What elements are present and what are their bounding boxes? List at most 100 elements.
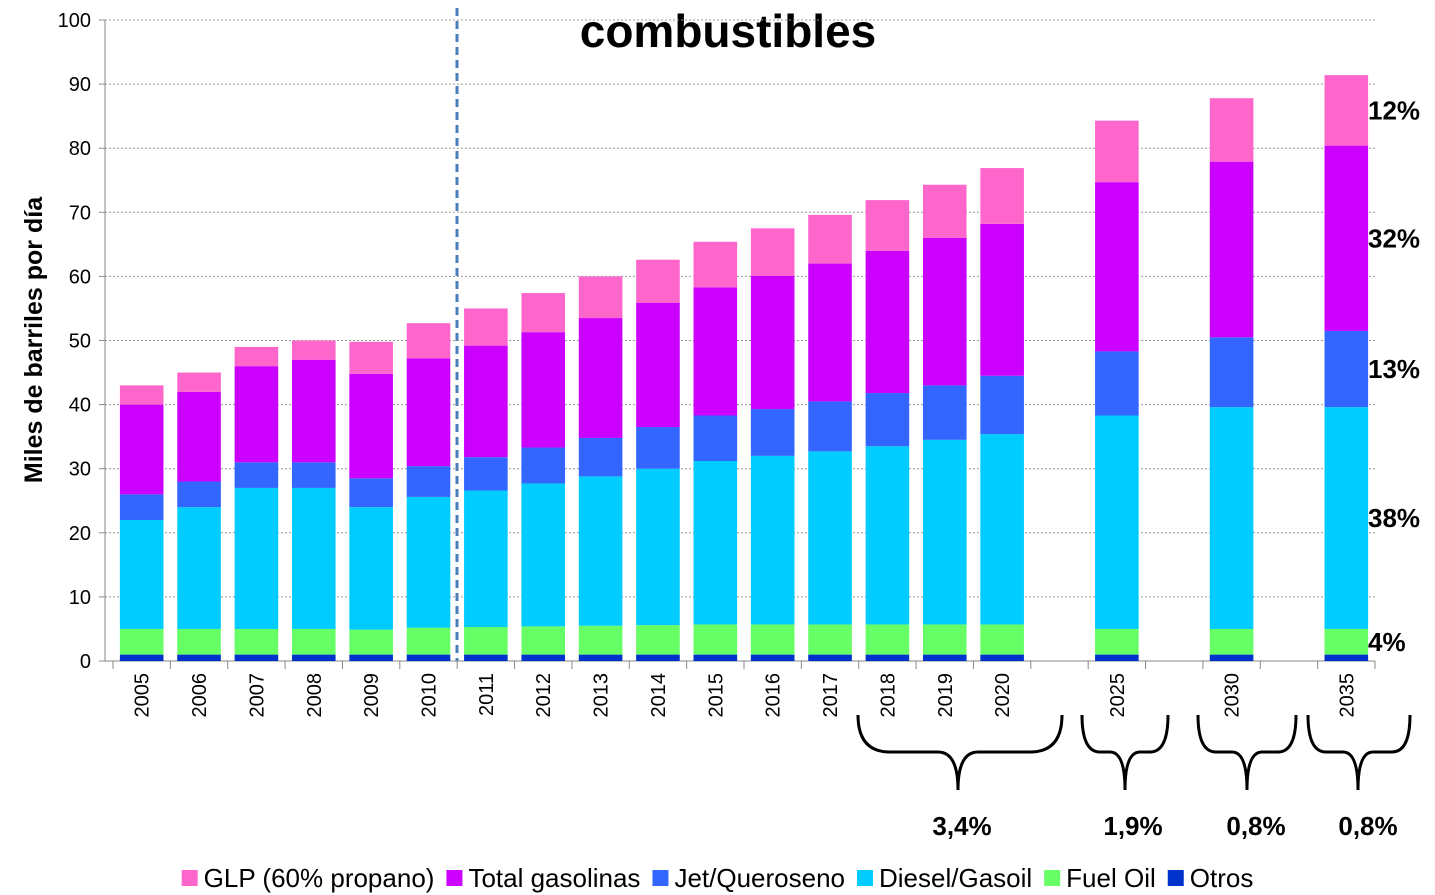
bar-segment bbox=[636, 654, 680, 661]
bar-segment bbox=[693, 415, 738, 462]
growth-label: 0,8% bbox=[1338, 811, 1397, 841]
bar-segment bbox=[119, 628, 164, 655]
bar-segment bbox=[406, 496, 451, 628]
bar-segment bbox=[234, 487, 279, 629]
x-tick-label: 2006 bbox=[189, 673, 211, 718]
bar-segment bbox=[750, 409, 795, 456]
bar-segment bbox=[1095, 415, 1139, 629]
y-tick-label: 70 bbox=[69, 202, 91, 224]
bar-segment bbox=[922, 385, 967, 440]
bar-segment bbox=[464, 457, 508, 491]
braces bbox=[856, 714, 1412, 791]
bar-segment bbox=[578, 437, 623, 477]
bar-segment bbox=[1209, 628, 1254, 655]
chart-title: combustibles bbox=[580, 5, 877, 57]
y-tick-label: 60 bbox=[69, 266, 91, 288]
bar-segment bbox=[1209, 161, 1254, 338]
bar-segment bbox=[291, 628, 336, 655]
x-tick-label: 2005 bbox=[132, 673, 154, 718]
bar-segment bbox=[865, 446, 910, 625]
bar-segment bbox=[980, 223, 1024, 376]
bar-segment bbox=[1324, 654, 1369, 661]
x-tick-label: 2013 bbox=[591, 673, 613, 718]
y-tick-label: 80 bbox=[69, 138, 91, 160]
bar-segment bbox=[693, 241, 738, 288]
bar-segment bbox=[177, 654, 221, 661]
x-tick-label: 2008 bbox=[304, 673, 326, 718]
legend-swatch bbox=[446, 870, 463, 886]
bar-segment bbox=[119, 519, 164, 629]
bar-segment bbox=[636, 259, 680, 303]
bar-segment bbox=[291, 462, 336, 488]
bar-segment bbox=[922, 624, 967, 655]
bar-segment bbox=[750, 228, 795, 276]
share-label: 4% bbox=[1368, 627, 1406, 657]
bar-segment bbox=[578, 476, 623, 626]
bar-segment bbox=[693, 654, 738, 661]
bar-segment bbox=[578, 654, 623, 661]
bar-segment bbox=[177, 481, 221, 508]
legend-swatch bbox=[857, 870, 874, 886]
bar-segment bbox=[1209, 98, 1254, 162]
bar-segment bbox=[636, 302, 680, 428]
bar-segment bbox=[1209, 654, 1254, 661]
x-tick-label: 2010 bbox=[419, 673, 441, 718]
bar-segment bbox=[521, 626, 566, 655]
bar-segment bbox=[1324, 75, 1369, 146]
bar-segment bbox=[922, 237, 967, 386]
legend-label: Total gasolinas bbox=[468, 863, 640, 893]
bar-segment bbox=[808, 624, 852, 655]
legend-label: Jet/Queroseno bbox=[674, 863, 845, 893]
bar-segment bbox=[1324, 407, 1369, 629]
bar-segment bbox=[636, 625, 680, 655]
x-tick-label: 2020 bbox=[992, 673, 1014, 718]
share-label: 12% bbox=[1368, 95, 1420, 125]
bar-segment bbox=[521, 293, 566, 333]
bar-segment bbox=[578, 276, 623, 319]
bar-segment bbox=[750, 654, 795, 661]
x-tick-label: 2009 bbox=[361, 673, 383, 718]
bar-segment bbox=[291, 359, 336, 463]
legend-swatch bbox=[1167, 870, 1184, 886]
bar-segment bbox=[808, 451, 852, 625]
bar-segment bbox=[1095, 182, 1139, 352]
bar-segment bbox=[119, 654, 164, 661]
bar-segment bbox=[1095, 351, 1139, 416]
share-label: 13% bbox=[1368, 354, 1420, 384]
bar-segment bbox=[521, 654, 566, 661]
bar-segment bbox=[349, 341, 393, 374]
bar-segment bbox=[1324, 330, 1369, 408]
share-label: 32% bbox=[1368, 223, 1420, 253]
share-label: 38% bbox=[1368, 503, 1420, 533]
bar-segment bbox=[578, 625, 623, 655]
bar-segment bbox=[750, 624, 795, 655]
bar-segment bbox=[464, 654, 508, 661]
bar-segment bbox=[693, 624, 738, 655]
x-tick-label: 2012 bbox=[533, 673, 555, 718]
bar-segment bbox=[808, 214, 852, 264]
bar-segment bbox=[1209, 407, 1254, 629]
bar-segment bbox=[521, 447, 566, 484]
bar-segment bbox=[234, 654, 279, 661]
brace bbox=[1306, 714, 1412, 791]
bar-segment bbox=[291, 654, 336, 661]
x-tick-label: 2014 bbox=[648, 673, 670, 718]
legend-swatch bbox=[652, 870, 669, 886]
bar-segment bbox=[980, 434, 1024, 625]
x-tick-label: 2035 bbox=[1336, 673, 1358, 718]
bar-segment bbox=[119, 385, 164, 405]
bar-segment bbox=[464, 627, 508, 655]
bar-segment bbox=[808, 401, 852, 452]
brace bbox=[1196, 714, 1298, 791]
bar-segment bbox=[922, 439, 967, 625]
legend-label: Fuel Oil bbox=[1066, 863, 1156, 893]
x-tick-label: 2030 bbox=[1222, 673, 1244, 718]
bar-segment bbox=[234, 346, 279, 367]
bar-segment bbox=[922, 184, 967, 238]
bar-segment bbox=[1209, 337, 1254, 408]
x-tick-label: 2018 bbox=[877, 673, 899, 718]
legend-swatch bbox=[1044, 870, 1061, 886]
y-tick-label: 0 bbox=[80, 651, 91, 673]
bar-segment bbox=[636, 427, 680, 469]
